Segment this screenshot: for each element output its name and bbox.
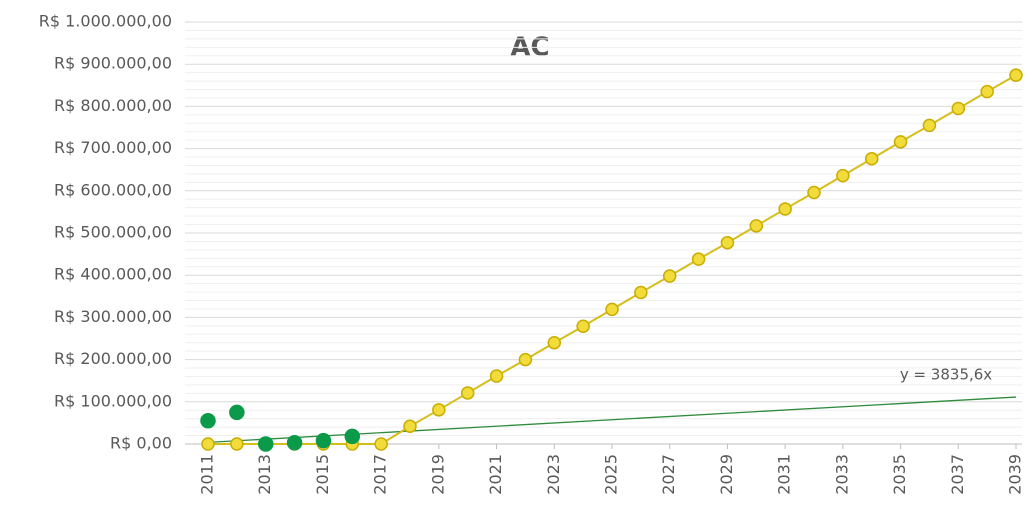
line-point [662,269,677,283]
y-tick-label: R$ 200.000,00 [54,349,172,368]
line-point [836,168,850,183]
line-point [720,235,735,250]
x-tick-label: 2029 [717,454,736,495]
line-point [403,419,417,434]
x-tick-label: 2039 [1006,454,1025,495]
x-tick-label: 2019 [428,454,447,495]
x-tick-label: 2015 [313,454,332,495]
scatter-point [229,404,245,421]
line-point [518,352,533,367]
x-tick-label: 2021 [486,454,505,495]
scatter-point [286,434,303,451]
y-tick-label: R$ 500.000,00 [54,223,172,242]
line-point [374,437,388,451]
line-point [201,437,215,451]
y-tick-label: R$ 400.000,00 [54,265,172,284]
x-tick-label: 2037 [948,454,967,495]
line-point [432,403,446,417]
line-point [980,84,994,99]
x-tick-label: 2027 [659,454,678,495]
line-point [951,101,966,116]
line-point [1009,68,1023,82]
line-point [605,302,619,317]
line-point [576,319,590,334]
y-tick-label: R$ 0,00 [110,434,172,453]
scatter-point [257,436,274,452]
line-point [749,219,764,233]
x-tick-label: 2011 [198,454,217,495]
y-tick-label: R$ 600.000,00 [54,180,172,199]
line-point [893,135,908,149]
y-tick-label: R$ 1.000.000,00 [39,12,172,31]
line-point [807,185,821,200]
line-point [922,118,937,133]
line-point [864,151,879,166]
y-tick-label: R$ 300.000,00 [54,307,172,326]
scatter-point [315,432,332,449]
series-line [208,74,1017,445]
y-tick-label: R$ 800.000,00 [54,96,172,115]
line-point [460,386,475,400]
x-tick-label: 2033 [832,454,851,495]
scatter-point [200,413,216,429]
trendline-label: y = 3835,6x [900,366,992,384]
line-point [691,252,706,266]
trendline [207,396,1017,444]
x-tick-label: 2025 [602,454,621,495]
x-tick-label: 2023 [544,454,563,495]
y-tick-label: R$ 900.000,00 [54,54,172,73]
line-point [778,202,792,216]
scatter-point [344,428,361,445]
x-tick-label: 2035 [890,454,909,495]
y-tick-label: R$ 100.000,00 [54,391,172,410]
line-point [489,369,504,383]
line-point [230,437,244,451]
x-tick-label: 2013 [255,454,274,495]
x-tick-label: 2017 [371,454,390,495]
line-point [547,335,562,350]
line-point [634,285,648,300]
x-tick-label: 2031 [775,454,794,495]
y-tick-label: R$ 700.000,00 [54,138,172,157]
